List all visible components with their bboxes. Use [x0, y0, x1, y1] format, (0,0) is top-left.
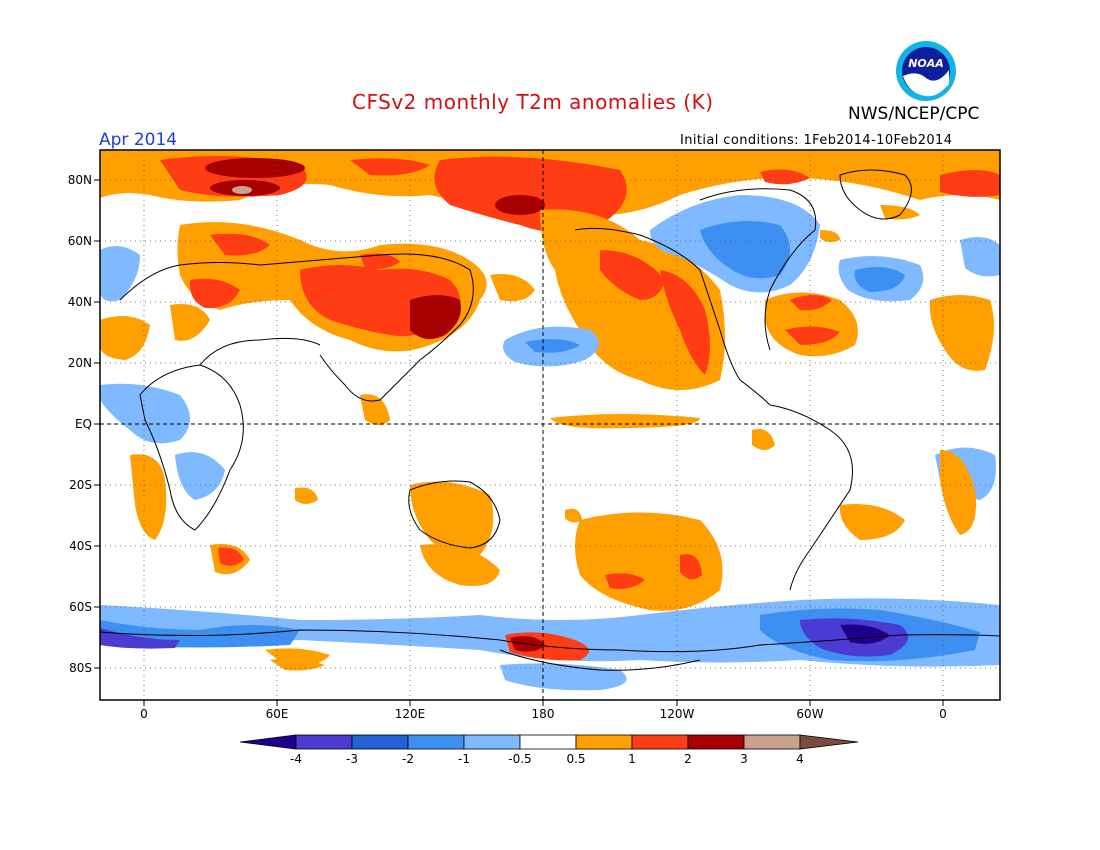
reference-lines — [100, 150, 1000, 700]
colorbar-tick-label: -1 — [458, 752, 470, 766]
lat-label: 80S — [69, 661, 92, 675]
colorbar-swatch — [295, 734, 353, 750]
colorbar-swatch — [239, 734, 297, 750]
colorbar-swatch — [407, 734, 465, 750]
colorbar — [239, 734, 859, 750]
colorbar-swatch — [519, 734, 577, 750]
colorbar-tick-label: -3 — [346, 752, 358, 766]
colorbar-labels: -4 -3 -2 -1 -0.5 0.5 1 2 3 4 — [290, 752, 804, 766]
lat-label: 60S — [69, 600, 92, 614]
lat-label: 80N — [68, 173, 92, 187]
graticule — [100, 150, 1000, 700]
colorbar-tick-label: 2 — [684, 752, 692, 766]
colorbar-swatch — [463, 734, 521, 750]
colorbar-swatch — [351, 734, 409, 750]
lon-label: 120W — [660, 707, 695, 721]
lon-label: 0 — [939, 707, 947, 721]
lat-label: EQ — [75, 417, 92, 431]
colorbar-tick-label: 0.5 — [566, 752, 585, 766]
colorbar-swatch — [743, 734, 801, 750]
forecast-period: Apr 2014 — [99, 130, 178, 150]
colorbar-tick-label: 4 — [796, 752, 804, 766]
colorbar-swatch — [687, 734, 745, 750]
colorbar-tick-label: -4 — [290, 752, 302, 766]
colorbar-swatch — [799, 734, 859, 750]
agency-label: NWS/NCEP/CPC — [848, 104, 980, 124]
lon-label: 120E — [395, 707, 426, 721]
lat-label: 40N — [68, 295, 92, 309]
lat-axis: 80N 60N 40N 20N EQ 20S 40S 60S 80S — [68, 173, 100, 675]
lat-label: 60N — [68, 234, 92, 248]
lon-label: 60W — [796, 707, 823, 721]
colorbar-tick-label: -2 — [402, 752, 414, 766]
colorbar-tick-label: -0.5 — [508, 752, 531, 766]
coastlines — [100, 169, 1000, 671]
lon-label: 60E — [266, 707, 289, 721]
logo-text: NOAA — [908, 57, 944, 70]
anomaly-field — [100, 150, 1000, 700]
lat-label: 40S — [69, 539, 92, 553]
colorbar-swatch — [575, 734, 633, 750]
noaa-logo: NOAA — [896, 41, 956, 101]
lat-label: 20N — [68, 356, 92, 370]
lon-axis: 0 60E 120E 180 120W 60W 0 — [140, 700, 947, 721]
lon-label: 180 — [532, 707, 555, 721]
initial-conditions: Initial conditions: 1Feb2014-10Feb2014 — [680, 133, 953, 148]
colorbar-tick-label: 1 — [628, 752, 636, 766]
colorbar-tick-label: 3 — [740, 752, 748, 766]
lat-label: 20S — [69, 478, 92, 492]
colorbar-swatch — [631, 734, 689, 750]
chart-title: CFSv2 monthly T2m anomalies (K) — [352, 90, 714, 114]
lon-label: 0 — [140, 707, 148, 721]
map-frame — [99, 149, 1001, 701]
